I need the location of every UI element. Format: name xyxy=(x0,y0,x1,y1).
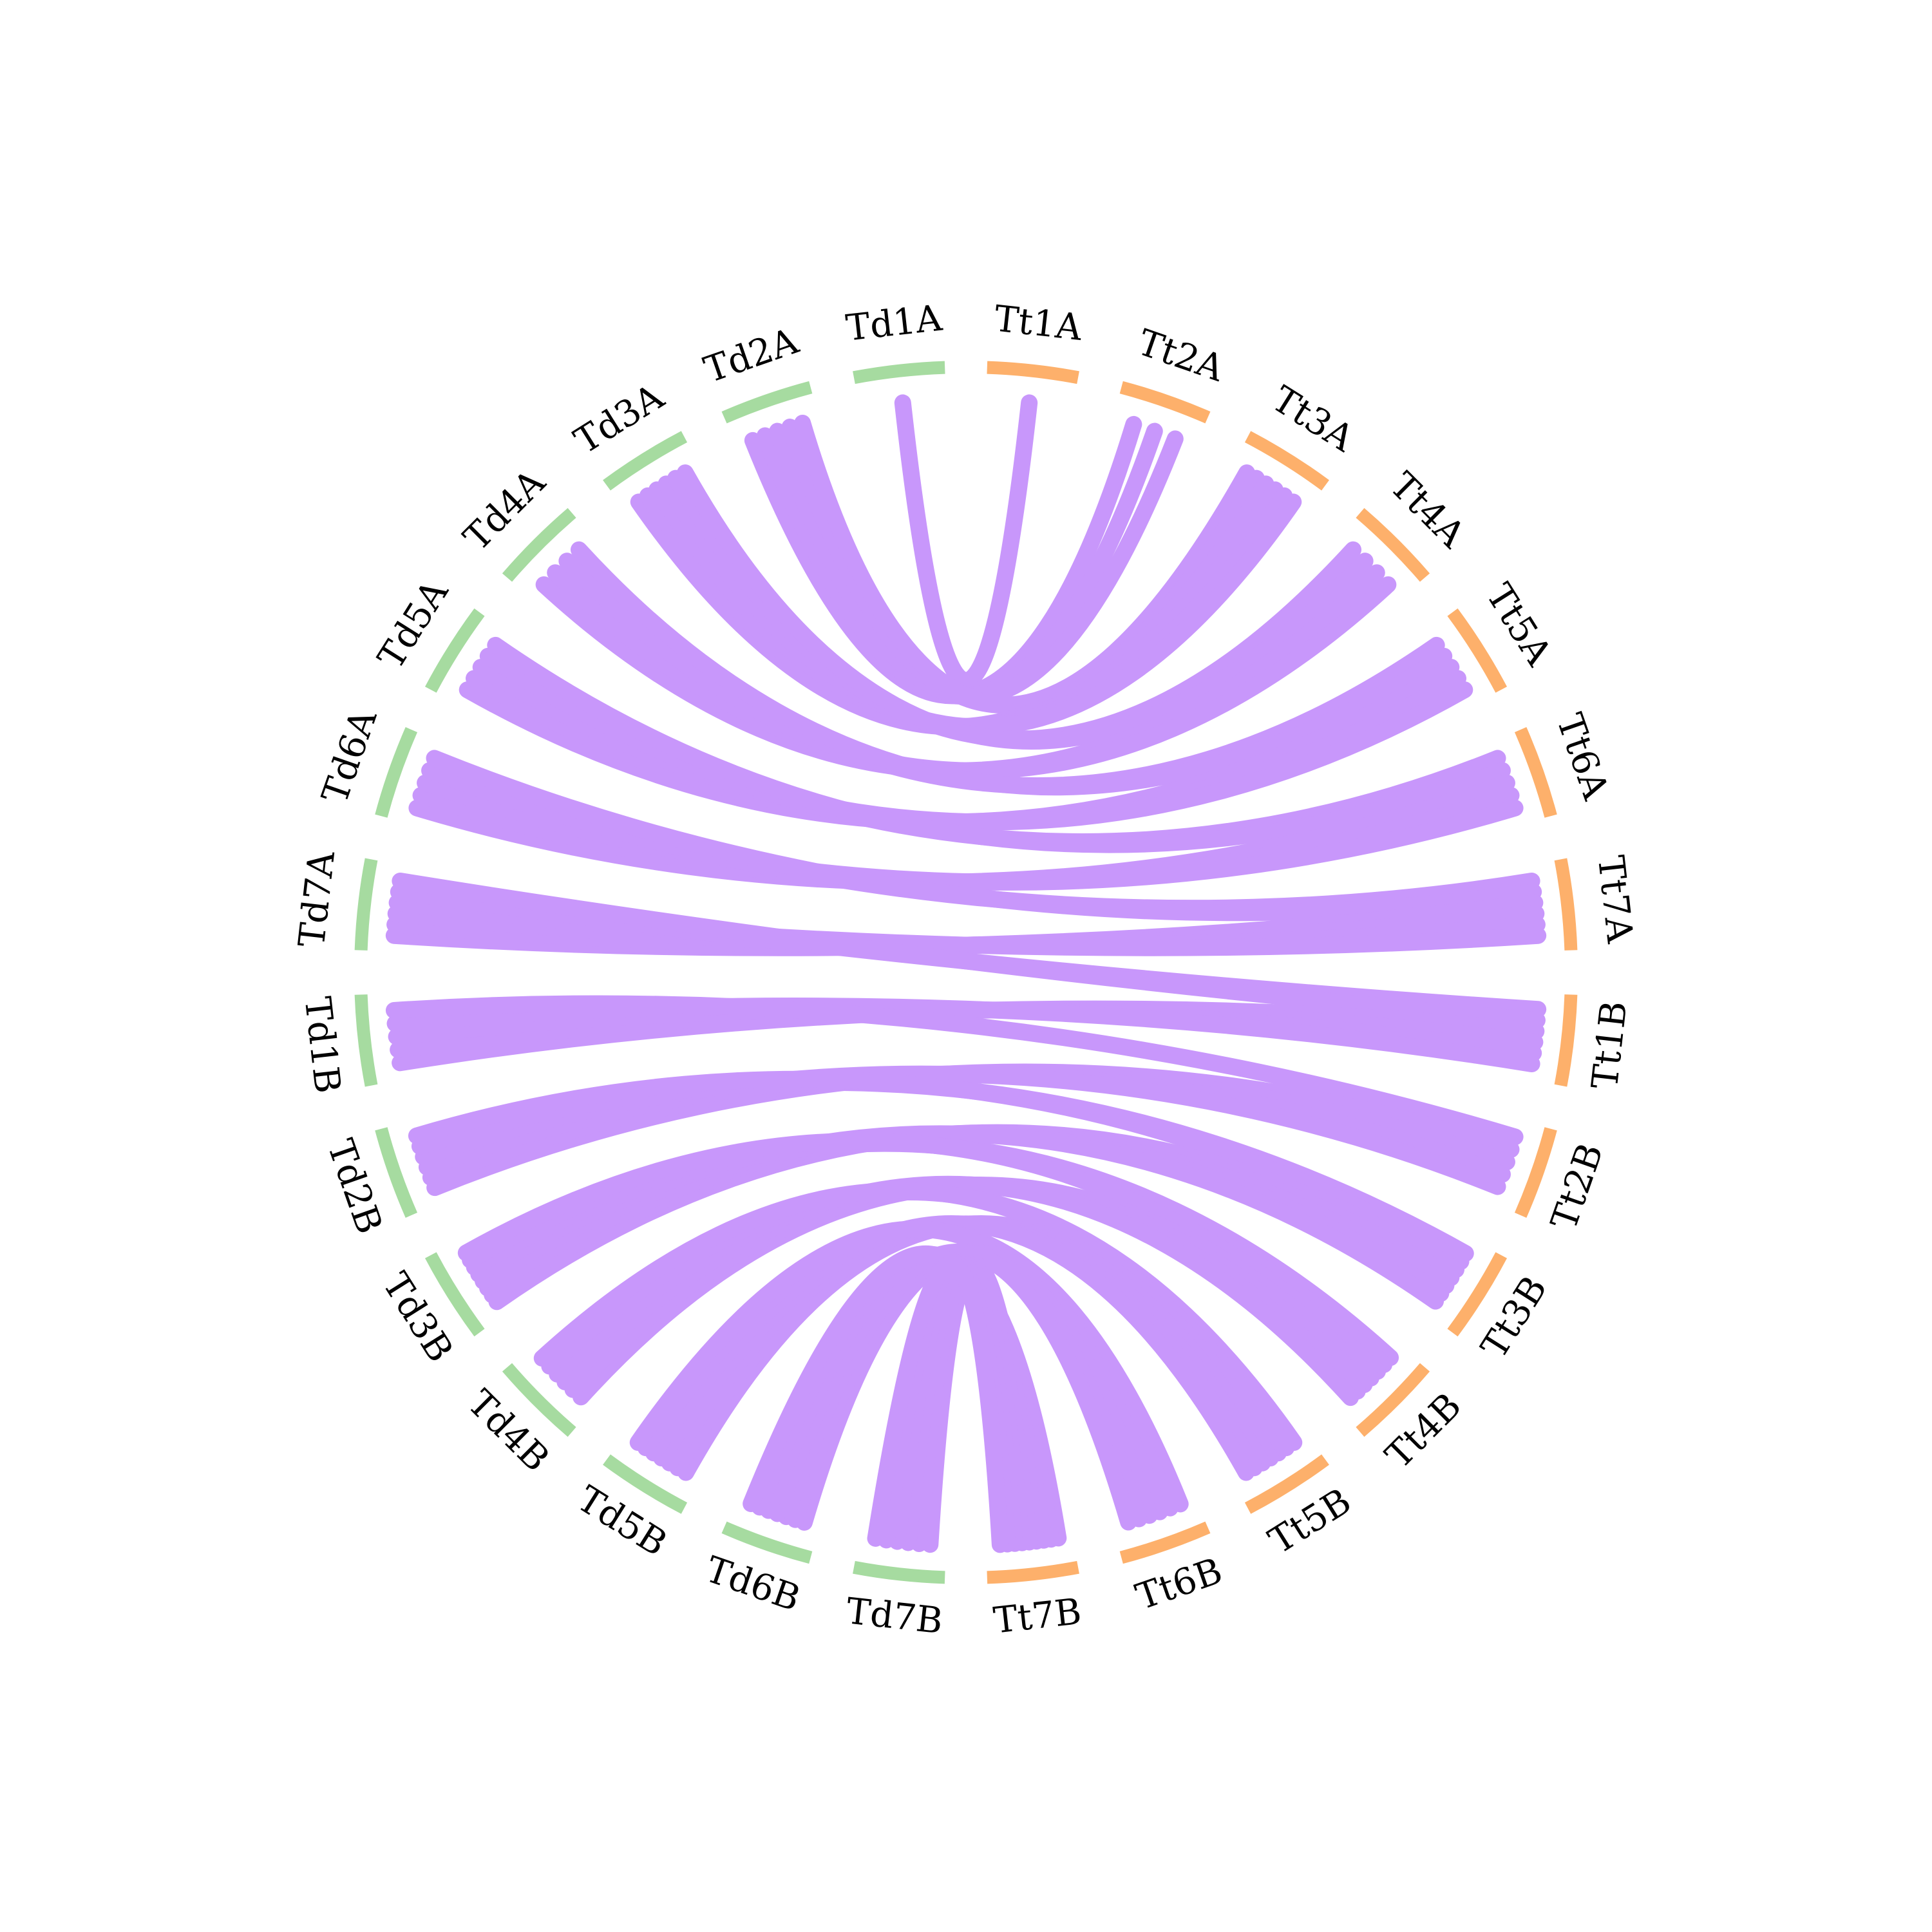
link-td4a-tt5a xyxy=(570,541,1453,796)
segment-tt3a xyxy=(1244,431,1329,491)
segment-tt4b xyxy=(1356,1363,1430,1437)
link-td3a-tt4a xyxy=(677,464,1374,750)
segment-label-td2a: Td2A xyxy=(699,320,804,392)
link-td7b-tt7b xyxy=(867,1256,1009,1553)
segment-label-td1a: Td1A xyxy=(844,298,944,350)
labels-layer: Tt1A Tt2ATt3ATt4ATt5ATt6ATt7ATt1BTt2BTt3B… xyxy=(291,298,1641,1643)
segment-td5a xyxy=(424,608,485,693)
segment-td6a xyxy=(375,727,418,818)
link-td2b-tt3b xyxy=(408,1070,1470,1270)
link-td1b-tt2b xyxy=(385,995,1524,1146)
segment-td1b xyxy=(354,994,378,1087)
segment-td1a xyxy=(853,361,945,384)
segment-label-tt6a: Tt6A xyxy=(1548,708,1616,805)
segment-label-td1b: Td1B xyxy=(296,995,348,1095)
segment-label-tt6b: Tt6B xyxy=(1131,1550,1227,1618)
segment-label-tt2a: Tt2A xyxy=(1133,321,1229,390)
segment-label-tt1b: Tt1B xyxy=(1584,999,1636,1091)
segment-tt1a xyxy=(987,361,1079,384)
link-td6a-tt7a xyxy=(426,750,1542,922)
links-layer xyxy=(385,394,1547,1553)
segment-td2b xyxy=(375,1127,418,1218)
link-td5a-tt6a xyxy=(487,636,1511,853)
segment-label-tt1a: Tt1A xyxy=(992,298,1084,349)
segment-label-tt2b: Tt2B xyxy=(1543,1138,1612,1235)
segment-tt2b xyxy=(1514,1127,1557,1218)
segment-tt3b xyxy=(1447,1252,1508,1337)
link-td1a-tt1a xyxy=(894,394,1038,689)
segment-tt2a xyxy=(1119,381,1211,424)
segment-td7a xyxy=(354,858,378,951)
segments-layer xyxy=(354,361,1578,1584)
segment-tt5a xyxy=(1447,608,1508,693)
segment-label-td6a: Td6A xyxy=(314,704,386,809)
segment-tt6a xyxy=(1514,727,1557,818)
link-td4a-tt4a xyxy=(547,564,1397,779)
segment-label-td2b: Td2B xyxy=(319,1134,390,1239)
segment-td2a xyxy=(721,381,813,424)
segment-tt4a xyxy=(1356,507,1430,582)
segment-td5b xyxy=(603,1454,688,1514)
segment-label-td7b: Td7B xyxy=(844,1590,945,1642)
segment-td7b xyxy=(853,1560,945,1584)
segment-td4a xyxy=(502,507,576,582)
segment-td6b xyxy=(721,1521,813,1564)
segment-tt1b xyxy=(1554,994,1578,1087)
segment-td4b xyxy=(502,1363,576,1437)
segment-label-td6b: Td6B xyxy=(701,1549,806,1620)
segment-label-tt7b: Tt7B xyxy=(992,1591,1084,1642)
segment-tt7b xyxy=(987,1560,1079,1584)
segment-tt6b xyxy=(1119,1521,1211,1564)
segment-tt7a xyxy=(1554,858,1578,951)
segment-td3a xyxy=(603,431,688,491)
segment-tt5b xyxy=(1244,1454,1329,1514)
segment-label-tt7a: Tt7A xyxy=(1589,853,1641,945)
segment-td3b xyxy=(424,1252,485,1337)
link-td7a-tt1b xyxy=(392,872,1546,1029)
segment-label-td7a: Td7A xyxy=(291,849,343,949)
